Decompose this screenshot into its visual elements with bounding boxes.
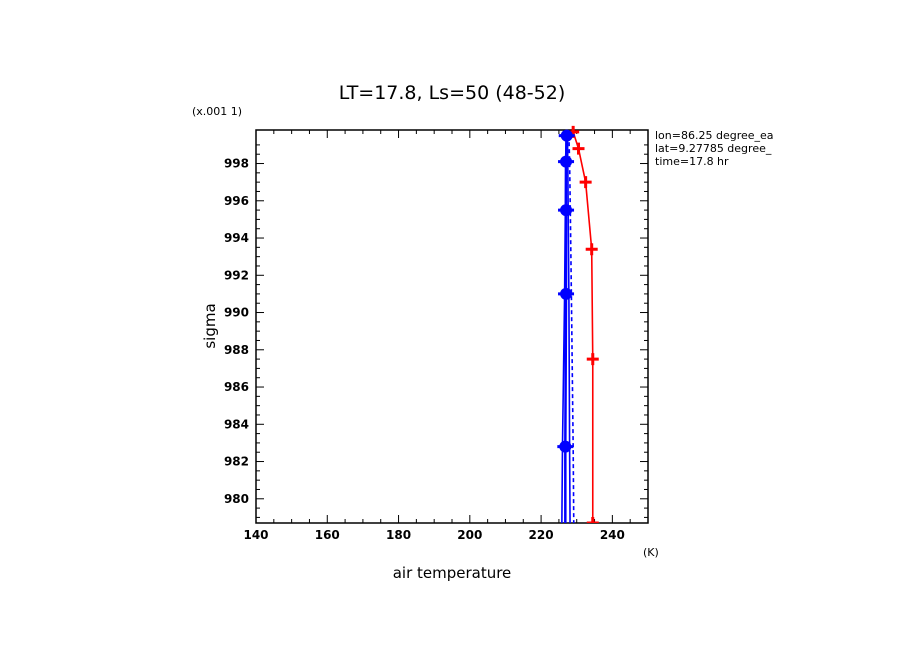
y-tick-label: 982 <box>224 455 249 469</box>
data-point-plus <box>579 176 592 189</box>
plot-frame <box>255 129 649 524</box>
y-tick-label: 994 <box>224 231 249 245</box>
y-tick-label: 998 <box>224 157 249 171</box>
data-point-plus <box>586 517 599 523</box>
info-lon: lon=86.25 degree_ea <box>655 129 774 142</box>
data-point-plus <box>572 142 585 155</box>
y-tick-label: 986 <box>224 380 249 394</box>
x-units-label: (K) <box>643 546 659 559</box>
x-tick-label: 240 <box>600 528 625 542</box>
x-tick-label: 180 <box>386 528 411 542</box>
y-tick-label: 990 <box>224 306 249 320</box>
y-tick-label: 992 <box>224 268 249 282</box>
info-lat: lat=9.27785 degree_ <box>655 142 772 155</box>
y-axis-label: sigma <box>201 303 219 348</box>
x-tick-label: 220 <box>529 528 554 542</box>
y-tick-label: 988 <box>224 343 249 357</box>
info-time: time=17.8 hr <box>655 155 729 168</box>
x-tick-label: 160 <box>315 528 340 542</box>
x-tick-label: 140 <box>243 528 268 542</box>
y-tick-label: 996 <box>224 194 249 208</box>
series-line-0 <box>572 131 594 523</box>
data-point-plus <box>586 353 599 366</box>
series-line-4 <box>568 135 575 523</box>
data-point-plus <box>585 243 598 256</box>
x-tick-label: 200 <box>457 528 482 542</box>
series-line-3 <box>566 135 571 523</box>
y-scale-note: (x.001 1) <box>192 105 242 118</box>
y-tick-label: 984 <box>224 417 249 431</box>
series-line-2 <box>561 135 567 523</box>
series-group <box>557 125 599 523</box>
chart-title: LT=17.8, Ls=50 (48-52) <box>339 82 566 104</box>
y-tick-label: 980 <box>224 492 249 506</box>
x-axis-label: air temperature <box>393 564 512 582</box>
plot-area: 140 160 180 200 220 240 980 982 984 986 988 990 992 9… <box>224 125 649 542</box>
